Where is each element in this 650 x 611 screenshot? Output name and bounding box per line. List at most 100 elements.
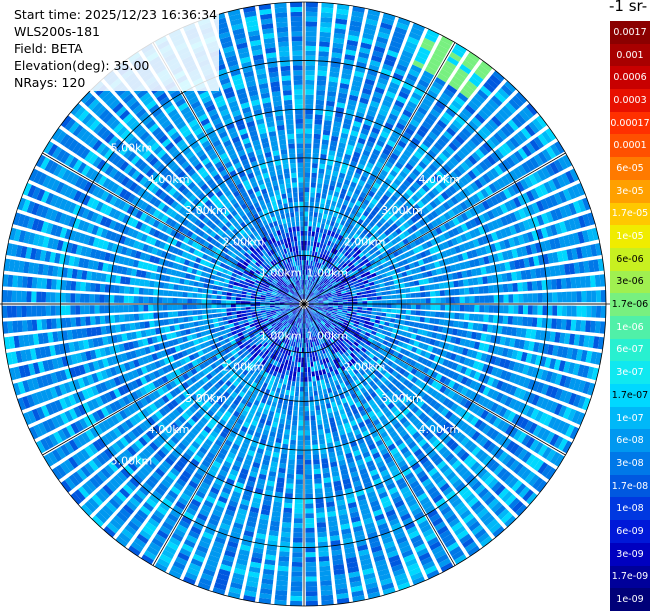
range-gate — [445, 297, 451, 304]
range-gate — [336, 331, 342, 337]
range-gate — [309, 291, 313, 297]
range-gate — [539, 412, 549, 425]
range-gate — [428, 277, 434, 284]
range-gate — [544, 357, 552, 369]
range-gate — [508, 360, 516, 371]
range-gate — [290, 385, 295, 392]
range-gate — [173, 482, 184, 492]
range-gate — [157, 397, 166, 407]
range-gate — [316, 262, 320, 268]
range-gate — [323, 477, 332, 484]
range-gate — [317, 345, 322, 351]
range-gate — [232, 380, 240, 387]
range-gate — [335, 106, 345, 114]
range-gate — [372, 550, 384, 558]
range-gate — [412, 539, 425, 549]
range-gate — [393, 263, 400, 269]
range-gate — [338, 172, 346, 179]
range-gate — [269, 525, 280, 532]
range-gate — [314, 236, 318, 242]
range-gate — [363, 258, 370, 264]
range-gate — [355, 338, 361, 344]
range-gate — [513, 133, 524, 146]
range-gate — [504, 214, 513, 225]
range-gate — [304, 445, 311, 451]
range-gate — [399, 429, 408, 438]
range-gate — [359, 47, 371, 55]
range-gate — [316, 318, 321, 323]
range-gate — [173, 528, 186, 538]
range-gate — [311, 434, 318, 441]
range-gate — [486, 442, 497, 454]
range-gate — [237, 477, 246, 485]
range-gate — [402, 238, 410, 245]
range-gate — [317, 60, 328, 67]
range-gate — [267, 325, 273, 330]
range-gate — [325, 110, 334, 117]
range-gate — [338, 92, 348, 99]
range-gate — [471, 151, 481, 162]
range-gate — [435, 497, 446, 508]
range-gate — [470, 96, 482, 108]
range-gate — [376, 312, 382, 316]
range-gate — [331, 52, 343, 59]
range-gate — [600, 290, 606, 303]
range-gate — [395, 255, 402, 262]
range-gate — [440, 267, 447, 274]
range-gate — [305, 313, 307, 319]
range-gate — [490, 334, 497, 344]
range-gate — [450, 297, 455, 304]
range-gate — [258, 473, 267, 481]
range-gate — [398, 540, 410, 549]
range-gate — [375, 213, 382, 221]
range-gate — [272, 451, 280, 458]
range-gate — [245, 585, 258, 593]
range-gate — [338, 513, 349, 521]
range-gate — [345, 427, 353, 434]
range-gate — [535, 268, 542, 279]
range-gate — [305, 488, 313, 494]
range-gate — [344, 54, 356, 61]
range-gate — [597, 258, 605, 272]
range-gate — [383, 237, 391, 244]
range-gate — [330, 135, 339, 142]
range-gate — [387, 426, 395, 435]
range-gate — [406, 299, 412, 304]
range-gate — [342, 295, 348, 298]
range-gate — [210, 362, 217, 370]
range-gate — [459, 146, 470, 157]
range-gate — [488, 305, 494, 313]
range-gate — [310, 311, 314, 316]
range-gate — [302, 308, 304, 314]
range-gate — [291, 561, 303, 567]
range-gate — [301, 313, 303, 319]
range-gate — [170, 399, 179, 408]
range-gate — [245, 454, 254, 462]
range-gate — [413, 261, 420, 268]
range-gate — [335, 314, 341, 318]
range-gate — [110, 414, 120, 425]
range-gate — [271, 401, 277, 408]
range-gate — [429, 338, 436, 346]
range-gate — [353, 323, 359, 328]
range-gate — [386, 299, 392, 304]
range-gate — [317, 286, 322, 291]
range-gate — [416, 452, 426, 461]
range-gate — [114, 412, 124, 423]
range-gate — [280, 373, 285, 380]
range-gate — [190, 558, 203, 568]
range-gate — [448, 103, 460, 114]
range-gate — [372, 327, 378, 332]
range-gate — [412, 418, 421, 427]
range-gate — [478, 421, 488, 432]
range-gate — [237, 451, 246, 459]
range-gate — [413, 511, 425, 521]
range-gate — [408, 530, 420, 540]
range-gate — [304, 265, 306, 270]
range-gate — [410, 310, 416, 315]
range-gate — [181, 412, 190, 421]
range-gate — [176, 478, 187, 488]
range-gate — [138, 451, 149, 462]
range-gate — [313, 320, 316, 326]
range-gate — [264, 349, 270, 355]
